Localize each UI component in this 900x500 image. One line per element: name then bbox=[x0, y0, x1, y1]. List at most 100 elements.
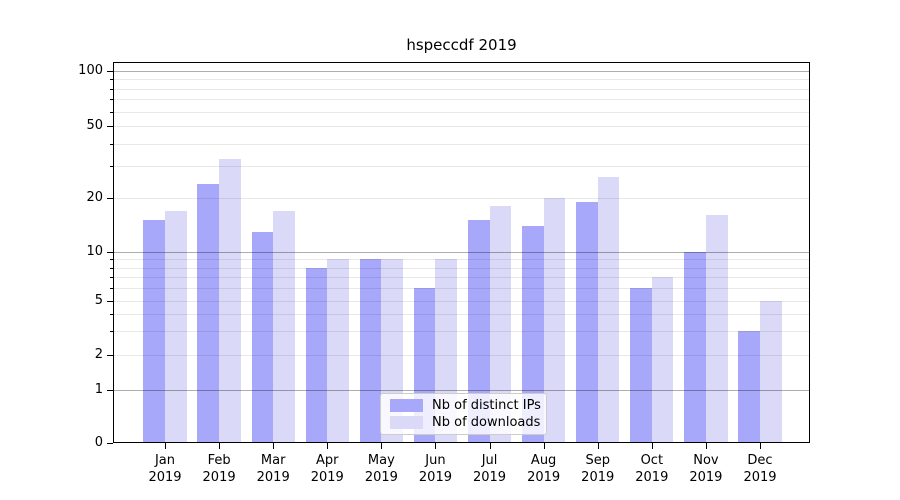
minor-gridline bbox=[113, 198, 810, 199]
x-axis-tick bbox=[327, 443, 329, 449]
legend-swatch-distinct-ips bbox=[390, 399, 423, 412]
x-axis-tick-label: Aug 2019 bbox=[527, 453, 561, 485]
minor-gridline bbox=[113, 126, 810, 127]
x-axis-tick-label: Oct 2019 bbox=[635, 453, 669, 485]
major-gridline bbox=[113, 390, 810, 391]
x-axis-tick-label: Sep 2019 bbox=[581, 453, 615, 485]
x-axis-tick-label: Jun 2019 bbox=[418, 453, 452, 485]
bar-downloads bbox=[219, 158, 241, 443]
bar-distinct-ips bbox=[576, 202, 598, 443]
minor-gridline bbox=[113, 259, 810, 261]
major-gridline bbox=[113, 252, 810, 253]
y-axis-tick-label: 1 bbox=[94, 382, 103, 397]
plot-area bbox=[113, 62, 810, 443]
x-axis-tick bbox=[435, 443, 437, 449]
minor-gridline bbox=[113, 79, 810, 81]
y-axis-tick-label: 50 bbox=[86, 118, 103, 133]
x-axis-tick bbox=[651, 443, 653, 449]
y-axis-tick-label: 0 bbox=[94, 435, 103, 450]
minor-gridline bbox=[113, 166, 810, 168]
minor-gridline bbox=[113, 314, 810, 316]
bar-downloads bbox=[651, 277, 674, 443]
bar-distinct-ips bbox=[522, 225, 544, 443]
y-axis-tick bbox=[107, 301, 113, 302]
legend-item-distinct-ips: Nb of distinct IPs bbox=[390, 398, 541, 413]
y-axis-tick bbox=[107, 252, 113, 253]
y-axis-minor-tick bbox=[110, 79, 113, 81]
bar-downloads bbox=[273, 210, 295, 443]
bar-downloads bbox=[489, 206, 512, 443]
x-axis-tick bbox=[381, 443, 383, 449]
minor-gridline bbox=[113, 331, 810, 333]
x-axis-tick-label: Jul 2019 bbox=[472, 453, 507, 485]
y-axis-tick-label: 5 bbox=[94, 293, 103, 308]
x-axis-tick-label: Jan 2019 bbox=[148, 453, 182, 485]
x-axis-tick bbox=[543, 443, 545, 449]
x-axis-tick bbox=[705, 443, 707, 449]
y-axis-minor-tick bbox=[110, 111, 113, 113]
x-axis-tick-label: Dec 2019 bbox=[743, 453, 777, 485]
x-axis-tick bbox=[489, 443, 491, 449]
x-axis-tick bbox=[597, 443, 599, 449]
legend-swatch-downloads bbox=[390, 416, 423, 429]
y-axis-tick-label: 100 bbox=[78, 63, 103, 78]
y-axis-minor-tick bbox=[110, 288, 113, 290]
bar-distinct-ips bbox=[467, 220, 490, 443]
legend-label-distinct-ips: Nb of distinct IPs bbox=[432, 398, 541, 413]
y-axis-minor-tick bbox=[110, 331, 113, 333]
y-axis-tick-label: 20 bbox=[86, 190, 103, 205]
minor-gridline bbox=[113, 88, 810, 90]
y-axis-minor-tick bbox=[110, 143, 113, 145]
legend-label-downloads: Nb of downloads bbox=[432, 415, 541, 430]
y-axis-minor-tick bbox=[110, 99, 113, 101]
x-axis-tick bbox=[165, 443, 166, 449]
bar-distinct-ips bbox=[305, 267, 328, 443]
bar-distinct-ips bbox=[197, 183, 220, 443]
bar-distinct-ips bbox=[738, 331, 760, 443]
x-axis-tick-label: Mar 2019 bbox=[256, 453, 290, 485]
x-axis-tick bbox=[760, 443, 761, 449]
chart-title: hspeccdf 2019 bbox=[406, 36, 517, 54]
minor-gridline bbox=[113, 111, 810, 113]
bar-downloads bbox=[705, 215, 728, 443]
bar-downloads bbox=[760, 301, 782, 443]
minor-gridline bbox=[113, 355, 810, 356]
x-axis-tick-label: Feb 2019 bbox=[202, 453, 236, 485]
x-axis-tick-label: Apr 2019 bbox=[310, 453, 344, 485]
bar-distinct-ips bbox=[143, 220, 165, 443]
bar-downloads bbox=[165, 210, 187, 443]
y-axis-minor-tick bbox=[110, 277, 113, 279]
bar-distinct-ips bbox=[251, 231, 274, 443]
y-axis-tick bbox=[107, 355, 113, 356]
legend: Nb of distinct IPs Nb of downloads bbox=[380, 393, 547, 435]
y-axis-tick bbox=[107, 443, 113, 444]
y-axis-tick bbox=[107, 390, 113, 391]
x-axis-tick bbox=[219, 443, 221, 449]
minor-gridline bbox=[113, 288, 810, 290]
bar-downloads bbox=[597, 177, 620, 443]
minor-gridline bbox=[113, 301, 810, 302]
minor-gridline bbox=[113, 143, 810, 145]
y-axis-tick-label: 2 bbox=[94, 347, 103, 362]
y-axis-tick bbox=[107, 71, 113, 72]
bar-distinct-ips bbox=[684, 252, 706, 443]
minor-gridline bbox=[113, 99, 810, 101]
bar-downloads bbox=[543, 198, 566, 443]
y-axis-minor-tick bbox=[110, 259, 113, 261]
x-axis-tick bbox=[273, 443, 275, 449]
bar-distinct-ips bbox=[630, 288, 652, 443]
legend-item-downloads: Nb of downloads bbox=[390, 415, 541, 430]
minor-gridline bbox=[113, 277, 810, 279]
y-axis-tick bbox=[107, 198, 113, 199]
major-gridline bbox=[113, 71, 810, 72]
minor-gridline bbox=[113, 267, 810, 269]
bar-distinct-ips bbox=[359, 259, 382, 443]
y-axis-minor-tick bbox=[110, 267, 113, 269]
bar-downloads bbox=[327, 259, 349, 443]
y-axis-minor-tick bbox=[110, 314, 113, 316]
x-axis-tick-label: May 2019 bbox=[364, 453, 398, 485]
y-axis-tick-label: 10 bbox=[86, 244, 103, 259]
x-axis-tick-label: Nov 2019 bbox=[689, 453, 723, 485]
y-axis-minor-tick bbox=[110, 88, 113, 90]
